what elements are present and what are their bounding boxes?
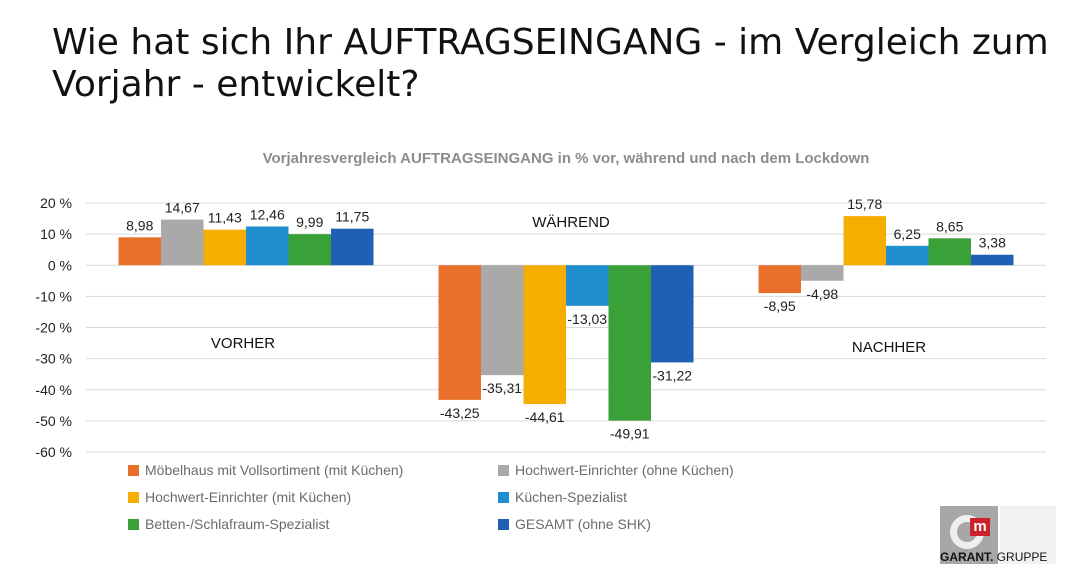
- data-label: 3,38: [979, 235, 1006, 251]
- data-label: 11,43: [208, 210, 242, 226]
- bar: [608, 265, 651, 421]
- data-label: -4,98: [806, 286, 838, 302]
- legend-label: Möbelhaus mit Vollsortiment (mit Küchen): [145, 462, 404, 478]
- bar: [523, 265, 566, 405]
- bar: [288, 234, 331, 266]
- data-label: 8,98: [126, 217, 153, 233]
- data-label: -31,22: [652, 367, 692, 383]
- data-label: -44,61: [525, 409, 565, 425]
- bar: [566, 265, 609, 306]
- logo-emblem: m: [940, 506, 998, 564]
- bar: [331, 228, 374, 266]
- bar: [118, 237, 161, 266]
- data-label: -8,95: [764, 298, 796, 314]
- data-label: -35,31: [482, 380, 522, 396]
- category-label: WÄHREND: [532, 214, 610, 231]
- y-tick-label: -10 %: [35, 288, 72, 304]
- data-label: 9,99: [296, 214, 323, 230]
- bar: [481, 265, 524, 376]
- legend-label: Küchen-Spezialist: [515, 489, 628, 505]
- legend-label: Betten-/Schlafraum-Spezialist: [145, 516, 330, 532]
- legend-swatch: [498, 518, 509, 530]
- legend-item: Hochwert-Einrichter (ohne Küchen): [498, 462, 734, 478]
- logo-text: GARANT. GRUPPE: [940, 550, 1047, 564]
- y-tick-label: 20 %: [40, 195, 72, 211]
- garant-logo: m GARANT. GRUPPE: [940, 506, 1056, 564]
- legend-item: Betten-/Schlafraum-Spezialist: [128, 516, 329, 532]
- bar: [886, 245, 929, 266]
- legend-item: GESAMT (ohne SHK): [498, 516, 651, 532]
- legend-swatch: [128, 464, 139, 476]
- data-label: 12,46: [250, 206, 285, 222]
- data-label: 11,75: [335, 209, 369, 225]
- data-label: -49,91: [610, 426, 650, 442]
- bar: [971, 254, 1014, 266]
- logo-brand: GARANT.: [940, 550, 994, 564]
- legend-label: Hochwert-Einrichter (ohne Küchen): [515, 462, 734, 478]
- category-label: NACHHER: [852, 339, 926, 356]
- y-tick-label: -20 %: [35, 320, 72, 336]
- legend-swatch: [128, 491, 139, 503]
- bar: [651, 265, 694, 363]
- legend-item: Küchen-Spezialist: [498, 489, 627, 505]
- legend-label: Hochwert-Einrichter (mit Küchen): [145, 489, 352, 505]
- legend-swatch: [498, 464, 509, 476]
- page-title: Wie hat sich Ihr AUFTRAGSEINGANG - im Ve…: [52, 22, 1049, 105]
- y-tick-label: 10 %: [40, 226, 72, 242]
- bar: [161, 219, 204, 266]
- data-label: -43,25: [440, 405, 480, 421]
- bar: [801, 265, 844, 281]
- data-label: 6,25: [894, 226, 921, 242]
- data-label: 14,67: [165, 200, 200, 216]
- bar: [246, 226, 289, 266]
- bar: [758, 265, 801, 294]
- legend-item: Möbelhaus mit Vollsortiment (mit Küchen): [128, 462, 403, 478]
- data-label: -13,03: [567, 311, 607, 327]
- bar: [438, 265, 481, 400]
- data-label: 15,78: [847, 196, 882, 212]
- y-tick-label: 0 %: [48, 257, 72, 273]
- legend-label: GESAMT (ohne SHK): [515, 516, 651, 532]
- bar: [203, 229, 246, 266]
- category-label: VORHER: [211, 335, 275, 352]
- bar: [928, 238, 971, 266]
- data-label: 8,65: [936, 218, 963, 234]
- bar: [843, 216, 886, 266]
- y-tick-label: -30 %: [35, 351, 72, 367]
- logo-suffix: GRUPPE: [996, 550, 1048, 564]
- legend-swatch: [498, 491, 509, 503]
- y-tick-label: -60 %: [35, 444, 72, 460]
- legend-swatch: [128, 518, 139, 530]
- y-tick-label: -40 %: [35, 382, 72, 398]
- legend-item: Hochwert-Einrichter (mit Küchen): [128, 489, 351, 505]
- y-tick-label: -50 %: [35, 413, 72, 429]
- chart-title: Vorjahresvergleich AUFTRAGSEINGANG in % …: [262, 150, 870, 167]
